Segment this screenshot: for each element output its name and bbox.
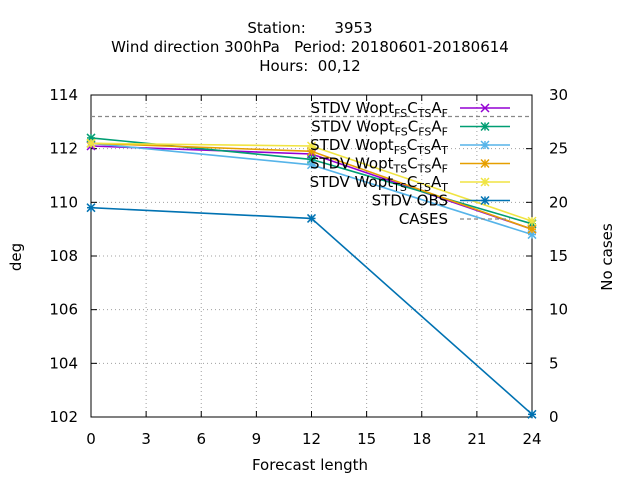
- series-point: [480, 177, 490, 187]
- x-tick-label: 18: [412, 430, 431, 448]
- title-line-1: Station: 3953: [247, 19, 372, 37]
- legend-label: STDV WoptFSCTSAT: [310, 136, 448, 157]
- y2-tick-label: 20: [549, 193, 568, 211]
- title-line-2: Wind direction 300hPa Period: 20180601-2…: [111, 38, 509, 56]
- series-point: [86, 138, 96, 148]
- legend-label: STDV WoptTSCTSAT: [310, 173, 449, 194]
- y2-tick-label: 0: [549, 408, 559, 426]
- series-point: [527, 224, 537, 234]
- y-tick-label: 102: [49, 408, 78, 426]
- series: [86, 115, 537, 419]
- legend-label: STDV OBS: [372, 192, 448, 210]
- series-point: [480, 158, 490, 169]
- series-point: [480, 121, 490, 132]
- series-point: [86, 203, 96, 213]
- x-tick-label: 12: [302, 430, 321, 448]
- series-point: [527, 216, 537, 226]
- x-tick-label: 0: [86, 430, 96, 448]
- legend-label: CASES: [399, 210, 448, 228]
- legend-label: STDV WoptTSCTSAF: [310, 155, 448, 176]
- x-tick-label: 9: [252, 430, 262, 448]
- y2-tick-label: 25: [549, 140, 568, 158]
- y-tick-label: 104: [49, 354, 78, 372]
- y-tick-label: 114: [49, 86, 78, 104]
- x-tick-label: 24: [522, 430, 541, 448]
- y2-tick-label: 5: [549, 354, 559, 372]
- x-tick-label: 15: [357, 430, 376, 448]
- axes: 0 3 6 9 12 15 18 21 24 102 104 106 108 110 112 114 0 5 10 1…: [49, 86, 568, 448]
- series-point: [527, 409, 537, 419]
- title-line-3: Hours: 00,12: [259, 57, 360, 75]
- y2-axis-label: No cases: [598, 223, 616, 291]
- series-point: [480, 103, 490, 113]
- y-tick-label: 112: [49, 140, 78, 158]
- y2-tick-label: 15: [549, 247, 568, 265]
- series-point: [480, 140, 490, 150]
- series-point: [306, 160, 317, 170]
- point-stroke: [480, 103, 490, 113]
- y-axis-label: deg: [7, 243, 25, 271]
- series-point: [480, 195, 490, 206]
- legend-label: STDV WoptFSCFSAF: [311, 118, 448, 139]
- legend-label: STDV WoptFSCTSAF: [311, 99, 448, 120]
- y-tick-label: 108: [49, 247, 78, 265]
- x-tick-label: 3: [141, 430, 151, 448]
- series-point: [306, 213, 317, 223]
- y-tick-label: 106: [49, 301, 78, 319]
- x-tick-label: 6: [196, 430, 206, 448]
- y-tick-label: 110: [49, 193, 78, 211]
- y2-tick-label: 10: [549, 301, 568, 319]
- series-point: [306, 141, 317, 151]
- x-tick-label: 21: [467, 430, 486, 448]
- y2-tick-label: 30: [549, 86, 568, 104]
- x-axis-label: Forecast length: [252, 456, 368, 474]
